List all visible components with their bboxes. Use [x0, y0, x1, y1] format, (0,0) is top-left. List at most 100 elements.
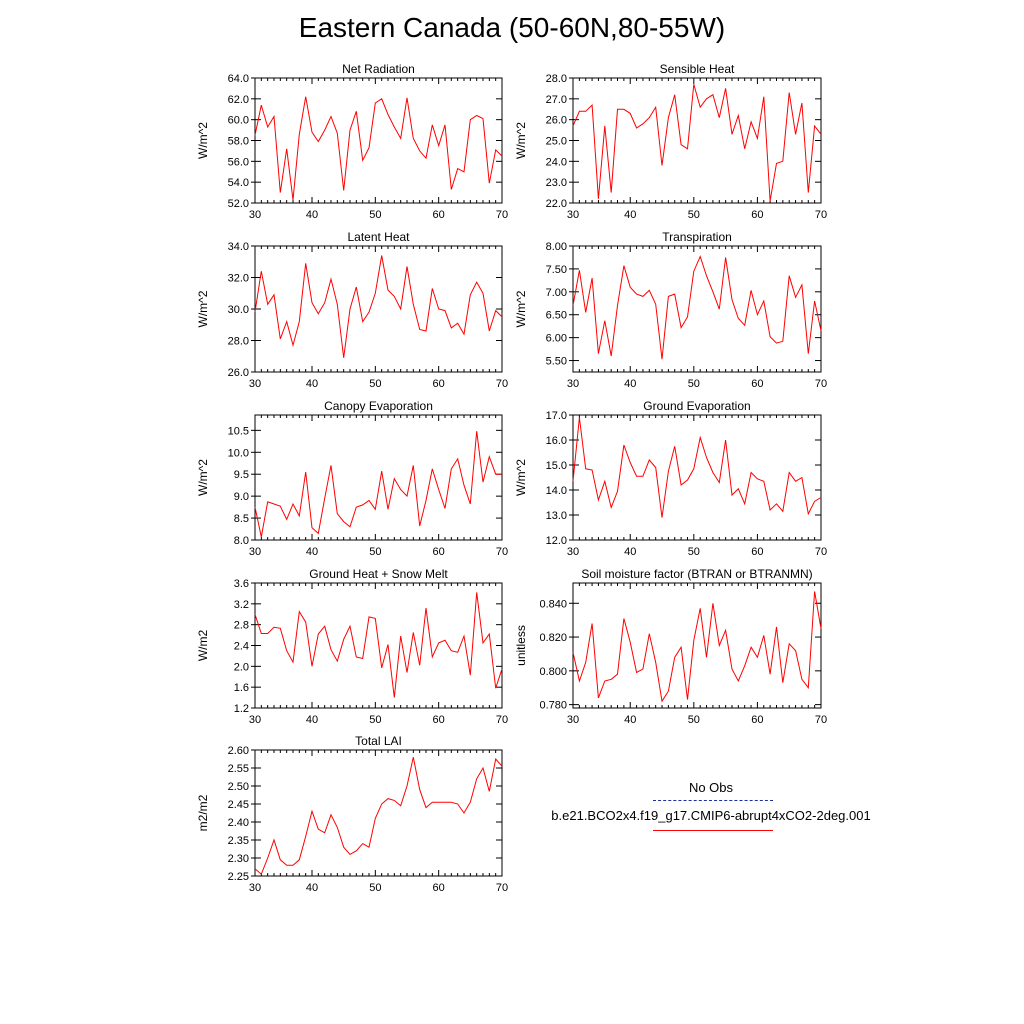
- x-tick-label: 50: [688, 714, 700, 726]
- x-tick-label: 30: [249, 546, 261, 558]
- y-tick-label: 14.0: [546, 485, 567, 497]
- panel-frame: [572, 414, 822, 541]
- y-axis-label: W/m^2: [196, 459, 210, 496]
- y-tick-label: 25.0: [546, 136, 567, 148]
- y-tick-label: 3.2: [234, 599, 249, 611]
- panel-title: Latent Heat: [347, 230, 410, 244]
- x-tick-label: 50: [369, 546, 381, 558]
- panel-7: Ground Heat + Snow Melt W/m2 30 40 50 60 70 1.2…: [196, 567, 508, 726]
- y-tick-label: 0.820: [539, 632, 567, 644]
- x-tick-label: 30: [567, 378, 579, 390]
- x-tick-label: 40: [306, 378, 318, 390]
- y-tick-label: 2.30: [228, 853, 249, 865]
- x-tick-label: 30: [249, 209, 261, 221]
- panel-frame: [254, 749, 503, 877]
- y-tick-label: 2.0: [234, 661, 249, 673]
- panel-9: Total LAI m2/m2 30 40 50 60 70 2.25 2.30 2.35 2.40…: [196, 734, 508, 894]
- x-tick-label: 70: [496, 378, 508, 390]
- panel-1: Net Radiation W/m^2 30 40 50 60 70 52.0 54.0 56.0…: [196, 62, 508, 221]
- panel-8: Soil moisture factor (BTRAN or BTRANMN) u…: [514, 567, 827, 726]
- panel-title: Ground Evaporation: [643, 399, 750, 413]
- panel-3: Latent Heat W/m^2 30 40 50 60 70 26.0 28.0 30.0 32…: [196, 230, 508, 390]
- y-tick-label: 3.6: [234, 578, 249, 590]
- legend-model-line: [653, 830, 773, 831]
- panel-frame: [572, 582, 822, 709]
- y-axis-label: W/m^2: [514, 122, 528, 159]
- y-tick-label: 8.0: [234, 535, 249, 547]
- y-tick-label: 6.50: [546, 310, 567, 322]
- panel-title: Sensible Heat: [660, 62, 735, 76]
- x-tick-label: 60: [433, 378, 445, 390]
- y-axis-label: W/m^2: [514, 459, 528, 496]
- figure-title: Eastern Canada (50-60N,80-55W): [298, 12, 726, 43]
- x-tick-label: 50: [369, 714, 381, 726]
- y-tick-label: 2.8: [234, 620, 249, 632]
- x-tick-label: 40: [624, 714, 636, 726]
- y-tick-label: 58.0: [228, 136, 249, 148]
- x-tick-label: 70: [815, 209, 827, 221]
- y-tick-label: 2.50: [228, 781, 249, 793]
- y-tick-label: 2.45: [228, 799, 249, 811]
- y-tick-label: 6.00: [546, 333, 567, 345]
- x-tick-label: 40: [306, 209, 318, 221]
- y-axis-label: W/m^2: [196, 122, 210, 159]
- x-tick-label: 70: [496, 209, 508, 221]
- panel-frame: [254, 77, 503, 204]
- y-tick-label: 2.25: [228, 871, 249, 883]
- y-tick-label: 8.5: [234, 513, 249, 525]
- panel-6: Ground Evaporation W/m^2 30 40 50 60 70 12.0 13.…: [514, 399, 827, 558]
- x-tick-label: 70: [496, 714, 508, 726]
- y-tick-label: 7.00: [546, 287, 567, 299]
- series-line: [572, 417, 822, 518]
- y-tick-label: 54.0: [228, 177, 249, 189]
- y-tick-label: 1.2: [234, 703, 249, 715]
- y-tick-label: 2.35: [228, 835, 249, 847]
- x-tick-label: 70: [815, 714, 827, 726]
- y-tick-label: 30.0: [228, 304, 249, 316]
- y-tick-label: 56.0: [228, 156, 249, 168]
- legend-obs-label: No Obs: [688, 780, 734, 795]
- series-line: [254, 757, 503, 876]
- x-tick-label: 70: [815, 546, 827, 558]
- x-tick-label: 60: [433, 882, 445, 894]
- y-tick-label: 22.0: [546, 198, 567, 210]
- series-line: [572, 84, 822, 201]
- y-tick-label: 2.40: [228, 817, 249, 829]
- x-tick-label: 50: [688, 378, 700, 390]
- panel-frame: [254, 245, 503, 373]
- x-tick-label: 30: [249, 714, 261, 726]
- y-tick-label: 7.50: [546, 264, 567, 276]
- panel-title: Canopy Evaporation: [324, 399, 433, 413]
- panel-title: Ground Heat + Snow Melt: [309, 567, 448, 581]
- y-axis-label: W/m2: [196, 630, 210, 662]
- x-tick-label: 70: [496, 882, 508, 894]
- y-tick-label: 0.840: [539, 598, 567, 610]
- x-tick-label: 50: [369, 378, 381, 390]
- x-tick-label: 30: [567, 209, 579, 221]
- y-tick-label: 26.0: [228, 367, 249, 379]
- panel-5: Canopy Evaporation W/m^2 30 40 50 60 70 8.0 8.5 9…: [196, 399, 508, 558]
- y-tick-label: 1.6: [234, 682, 249, 694]
- series-line: [254, 431, 502, 538]
- y-tick-label: 34.0: [228, 241, 249, 253]
- x-tick-label: 60: [751, 378, 763, 390]
- panel-frame: [254, 414, 503, 541]
- x-tick-label: 30: [567, 546, 579, 558]
- legend-model-label: b.e21.BCO2x4.f19_g17.CMIP6-abrupt4xCO2-2…: [551, 808, 871, 823]
- y-axis-label: unitless: [514, 625, 528, 666]
- y-tick-label: 23.0: [546, 177, 567, 189]
- y-tick-label: 2.60: [228, 745, 249, 757]
- y-tick-label: 24.0: [546, 156, 567, 168]
- y-tick-label: 9.5: [234, 469, 249, 481]
- y-tick-label: 32.0: [228, 273, 249, 285]
- y-tick-label: 16.0: [546, 435, 567, 447]
- x-tick-label: 60: [751, 209, 763, 221]
- y-tick-label: 13.0: [546, 510, 567, 522]
- y-tick-label: 27.0: [546, 94, 567, 106]
- x-tick-label: 50: [688, 546, 700, 558]
- x-tick-label: 30: [249, 378, 261, 390]
- y-tick-label: 9.0: [234, 491, 249, 503]
- y-tick-label: 2.55: [228, 763, 249, 775]
- panel-4: Transpiration W/m^2 30 40 50 60 70 5.50 6.00 6.50…: [514, 230, 827, 390]
